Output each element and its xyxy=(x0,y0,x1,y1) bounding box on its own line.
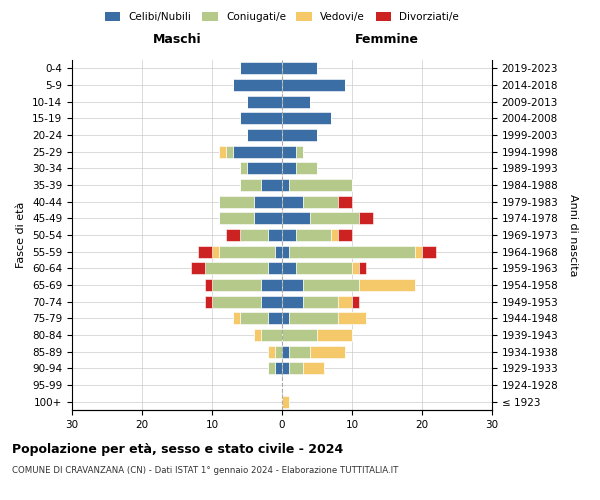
Y-axis label: Fasce di età: Fasce di età xyxy=(16,202,26,268)
Bar xyxy=(282,146,296,158)
Bar xyxy=(296,146,303,158)
Bar xyxy=(289,179,352,191)
Text: Femmine: Femmine xyxy=(355,33,419,46)
Bar xyxy=(254,196,282,207)
Bar xyxy=(289,246,415,258)
Bar xyxy=(261,329,282,341)
Bar xyxy=(282,279,303,291)
Bar xyxy=(282,62,317,74)
Bar xyxy=(352,296,359,308)
Bar xyxy=(275,346,282,358)
Bar xyxy=(282,312,289,324)
Bar xyxy=(198,246,212,258)
Bar xyxy=(282,79,345,91)
Bar xyxy=(352,262,359,274)
Bar xyxy=(338,312,366,324)
Bar xyxy=(415,246,422,258)
Bar xyxy=(338,196,352,207)
Bar xyxy=(240,312,268,324)
Bar xyxy=(268,229,282,241)
Bar xyxy=(282,196,303,207)
Bar xyxy=(359,212,373,224)
Text: Popolazione per età, sesso e stato civile - 2024: Popolazione per età, sesso e stato civil… xyxy=(12,442,343,456)
Bar xyxy=(310,212,359,224)
Bar xyxy=(303,196,338,207)
Bar xyxy=(261,279,282,291)
Bar xyxy=(268,312,282,324)
Bar xyxy=(282,296,303,308)
Bar xyxy=(282,246,289,258)
Bar xyxy=(282,212,310,224)
Bar xyxy=(282,346,289,358)
Bar xyxy=(240,62,282,74)
Bar xyxy=(331,229,338,241)
Bar xyxy=(219,196,254,207)
Bar xyxy=(226,146,233,158)
Bar xyxy=(303,362,324,374)
Bar xyxy=(212,296,261,308)
Y-axis label: Anni di nascita: Anni di nascita xyxy=(568,194,578,276)
Bar xyxy=(282,329,317,341)
Bar xyxy=(282,112,331,124)
Bar xyxy=(247,162,282,174)
Bar xyxy=(296,229,331,241)
Bar xyxy=(219,246,275,258)
Bar xyxy=(191,262,205,274)
Bar xyxy=(282,162,296,174)
Bar xyxy=(254,329,261,341)
Bar xyxy=(254,212,282,224)
Bar xyxy=(296,162,317,174)
Bar xyxy=(282,229,296,241)
Bar xyxy=(219,212,254,224)
Bar xyxy=(261,179,282,191)
Bar xyxy=(338,229,352,241)
Bar xyxy=(282,262,296,274)
Bar xyxy=(282,362,289,374)
Bar xyxy=(205,296,212,308)
Text: COMUNE DI CRAVANZANA (CN) - Dati ISTAT 1° gennaio 2024 - Elaborazione TUTTITALIA: COMUNE DI CRAVANZANA (CN) - Dati ISTAT 1… xyxy=(12,466,398,475)
Bar xyxy=(261,296,282,308)
Bar xyxy=(240,229,268,241)
Bar xyxy=(289,362,303,374)
Bar xyxy=(282,129,317,141)
Bar xyxy=(282,96,310,108)
Bar xyxy=(205,279,212,291)
Bar xyxy=(268,362,275,374)
Bar xyxy=(422,246,436,258)
Bar xyxy=(268,346,275,358)
Bar xyxy=(240,162,247,174)
Bar xyxy=(212,246,219,258)
Bar xyxy=(212,279,261,291)
Bar xyxy=(268,262,282,274)
Bar xyxy=(289,312,338,324)
Bar xyxy=(282,179,289,191)
Bar xyxy=(233,79,282,91)
Bar xyxy=(247,96,282,108)
Bar xyxy=(275,246,282,258)
Bar xyxy=(240,112,282,124)
Bar xyxy=(296,262,352,274)
Bar xyxy=(303,296,338,308)
Bar xyxy=(219,146,226,158)
Bar xyxy=(359,262,366,274)
Bar xyxy=(247,129,282,141)
Text: Maschi: Maschi xyxy=(152,33,202,46)
Bar xyxy=(338,296,352,308)
Bar xyxy=(275,362,282,374)
Bar xyxy=(240,179,261,191)
Bar xyxy=(233,146,282,158)
Bar xyxy=(226,229,240,241)
Bar xyxy=(303,279,359,291)
Bar xyxy=(317,329,352,341)
Bar xyxy=(233,312,240,324)
Bar xyxy=(205,262,268,274)
Legend: Celibi/Nubili, Coniugati/e, Vedovi/e, Divorziati/e: Celibi/Nubili, Coniugati/e, Vedovi/e, Di… xyxy=(101,8,463,26)
Bar xyxy=(289,346,310,358)
Bar xyxy=(359,279,415,291)
Bar xyxy=(282,396,289,407)
Bar xyxy=(310,346,345,358)
